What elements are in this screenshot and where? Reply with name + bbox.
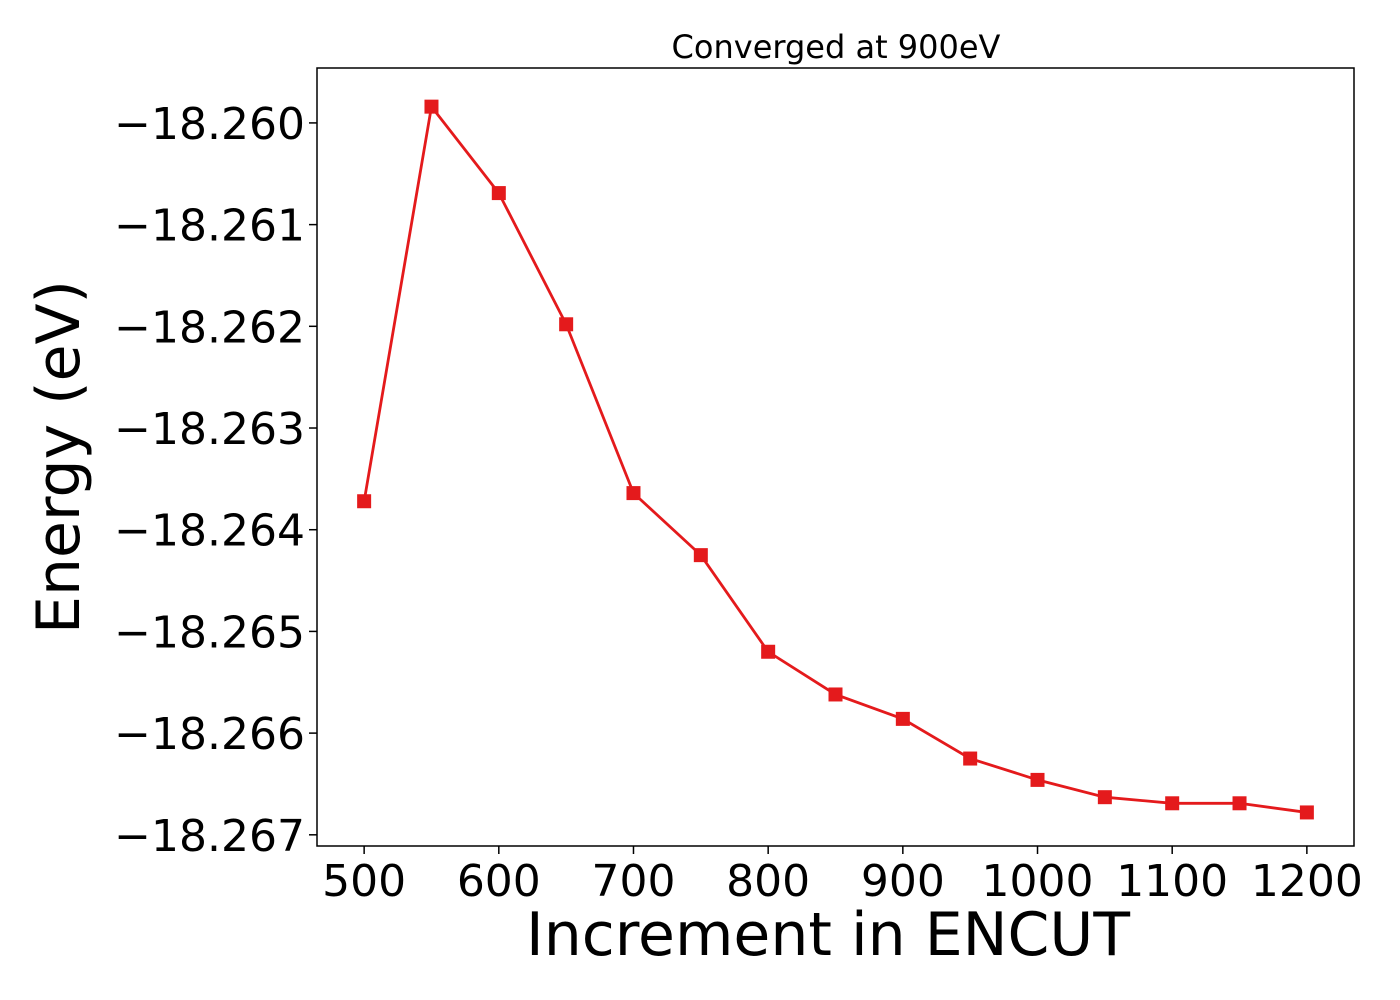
y-tick-label: −18.261 [114, 201, 305, 252]
data-point-750 [693, 548, 708, 563]
plot-area [357, 99, 1314, 820]
x-tick-label: 1200 [1251, 856, 1363, 907]
y-tick-label: −18.262 [114, 302, 305, 353]
data-point-1050 [1097, 790, 1112, 805]
data-point-1200 [1299, 805, 1314, 820]
y-tick-label: −18.266 [114, 709, 305, 760]
data-point-850 [828, 687, 843, 702]
x-tick-label: 800 [726, 856, 810, 907]
data-point-950 [963, 751, 978, 766]
chart-title: Converged at 900eV [672, 28, 1001, 66]
y-axis: −18.260 −18.261 −18.262 −18.263 −18.264 −18.2… [114, 99, 317, 862]
y-tick-label: −18.263 [114, 404, 305, 455]
series-line-0 [362, 103, 1308, 814]
x-tick-label: 900 [861, 856, 945, 907]
y-tick-label: −18.260 [114, 99, 305, 150]
y-axis-label: Energy (eV) [24, 280, 94, 634]
x-tick-label: 500 [322, 856, 406, 907]
x-tick-label: 700 [591, 856, 675, 907]
y-tick-label: −18.265 [114, 607, 305, 658]
data-point-1000 [1030, 772, 1045, 787]
data-point-900 [895, 711, 910, 726]
plot-frame [316, 67, 1355, 847]
data-point-1150 [1232, 796, 1247, 811]
data-point-1100 [1165, 796, 1180, 811]
data-point-650 [559, 317, 574, 332]
data-point-700 [626, 486, 641, 501]
x-axis: 500 600 700 800 900 1000 1100 1200 [322, 846, 1363, 907]
y-tick-label: −18.267 [114, 811, 305, 862]
y-tick-label: −18.264 [114, 506, 305, 557]
data-point-800 [761, 644, 776, 659]
data-point-500 [357, 494, 372, 509]
data-point-550 [424, 99, 439, 114]
data-point-600 [491, 186, 506, 201]
x-axis-label: Increment in ENCUT [526, 900, 1130, 970]
x-tick-label: 600 [457, 856, 541, 907]
x-tick-label: 1100 [1116, 856, 1228, 907]
x-tick-label: 1000 [982, 856, 1094, 907]
